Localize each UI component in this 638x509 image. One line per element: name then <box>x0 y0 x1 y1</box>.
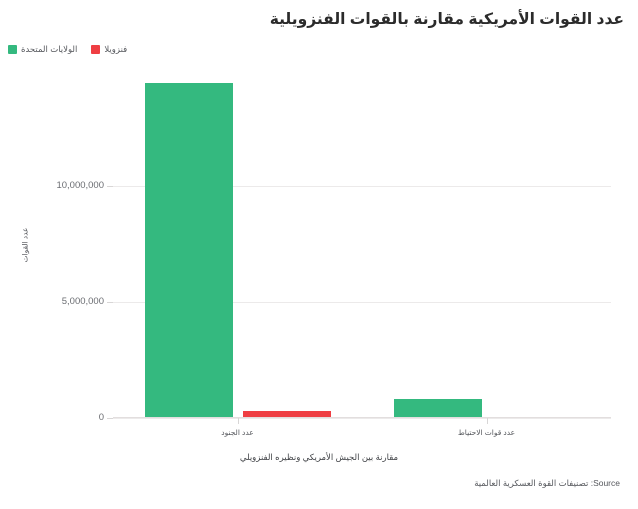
legend-label-united-states: الولايات المتحدة <box>21 44 78 54</box>
legend-item-united-states[interactable]: الولايات المتحدة <box>8 44 77 55</box>
source-note: Source: تصنيفات القوة العسكرية العالمية <box>474 478 620 488</box>
gridline <box>113 302 611 303</box>
x-tick-mark <box>237 418 239 424</box>
bar[interactable] <box>393 398 482 417</box>
x-tick-mark <box>486 418 488 424</box>
bar[interactable] <box>242 410 331 417</box>
plot-area: 0 5,000,000 10,000,000 <box>56 70 611 424</box>
legend-swatch-red <box>91 45 101 54</box>
bar[interactable] <box>144 82 233 417</box>
page-title: عدد القوات الأمريكية مقارنة بالقوات الفن… <box>269 11 624 28</box>
legend-label-venezuela: فنزويلا <box>104 44 128 54</box>
x-axis-title: مقارنة بين الجيش الأمريكي ونظيره الفنزوي… <box>239 452 399 462</box>
y-tick-label: 0 <box>98 412 104 423</box>
y-tick-mark <box>107 186 113 187</box>
y-tick-mark <box>107 302 113 303</box>
gridline <box>113 186 611 187</box>
y-axis-title: عدد القوات <box>20 227 30 263</box>
legend-swatch-green <box>8 45 17 54</box>
legend-item-venezuela[interactable]: فنزويلا <box>91 44 127 55</box>
y-tick-label: 5,000,000 <box>61 296 104 307</box>
x-axis-line <box>113 417 611 418</box>
chart-legend: الولايات المتحدة فنزويلا <box>8 44 141 55</box>
y-tick-label: 10,000,000 <box>56 180 104 191</box>
x-tick-label: عدد قوات الاحتياط <box>457 428 516 437</box>
y-tick-mark <box>107 418 113 419</box>
gridline <box>113 418 611 419</box>
x-tick-label: عدد الجنود <box>221 428 254 437</box>
